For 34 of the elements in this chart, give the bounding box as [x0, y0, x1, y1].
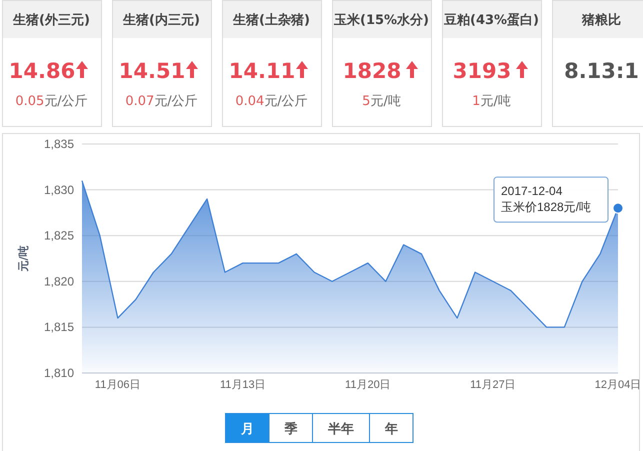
y-tick-label: 1,835 — [44, 137, 74, 151]
category-label: 生猪(土杂猪) — [232, 13, 310, 28]
text: 14.51 — [118, 59, 186, 83]
x-tick-label: 11月27日 — [470, 379, 516, 391]
period-button: 季 — [268, 413, 313, 443]
text: 1元/吨 — [472, 94, 511, 109]
y-tick-label: 1,815 — [44, 320, 74, 334]
y-axis-title: 元/吨 — [17, 245, 30, 273]
category-label: 豆粕(43%蛋白) — [443, 13, 539, 28]
category-label: 生猪(外三元) — [12, 13, 90, 28]
text: 1828 — [342, 59, 402, 83]
text: 0.05元/公斤 — [15, 94, 88, 109]
text: 0.04元/公斤 — [235, 94, 308, 109]
period-button: 月 — [225, 413, 270, 443]
x-tick-label: 11月13日 — [220, 379, 266, 391]
text: 5元/吨 — [362, 94, 401, 109]
x-tick-label: 12月04日 — [594, 379, 642, 391]
annotation: 2017-12-04 玉米价1828元/吨 — [501, 184, 592, 214]
period-button: 半年 — [312, 413, 370, 443]
text: 8.13:1 — [564, 59, 639, 83]
period-button: 年 — [369, 413, 414, 443]
category-label: 玉米(15%水分) — [333, 13, 429, 28]
x-tick-label: 11月06日 — [94, 379, 141, 391]
category-label: 猪粮比 — [581, 12, 621, 28]
category-label: 生猪(内三元) — [122, 13, 200, 28]
y-tick-label: 1,830 — [44, 182, 74, 197]
y-tick-label: 1,825 — [44, 228, 74, 243]
x-tick-label: 11月20日 — [345, 379, 391, 391]
y-tick-label: 1,820 — [44, 274, 74, 288]
text: 0.07元/公斤 — [125, 94, 198, 109]
text: 14.11 — [228, 59, 296, 83]
y-tick-label: 1,810 — [44, 366, 74, 380]
text: 3193 — [452, 59, 512, 83]
text: 14.86 — [8, 59, 76, 83]
